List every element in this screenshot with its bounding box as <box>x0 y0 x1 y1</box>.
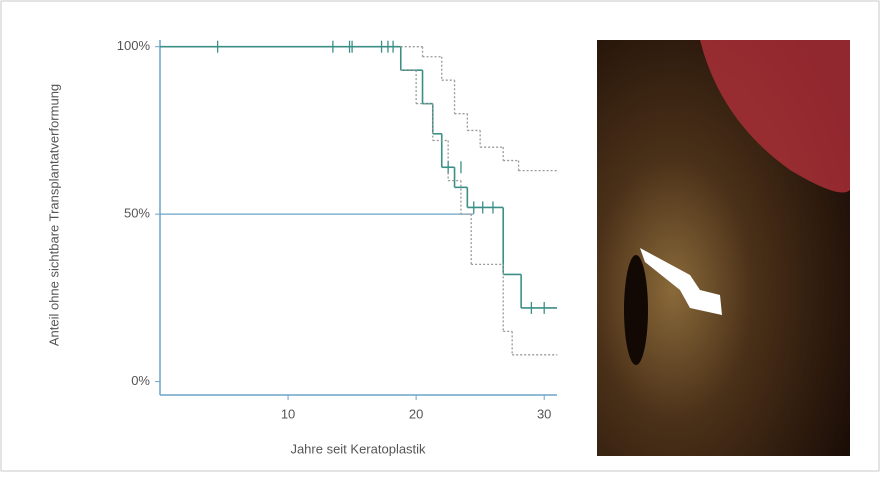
x-tick-label: 30 <box>537 406 551 421</box>
x-tick-label: 20 <box>409 406 423 421</box>
y-tick-label: 0% <box>131 373 150 388</box>
y-tick-label: 100% <box>117 38 151 53</box>
figure: Anteil ohne sichtbare Transplantatverfor… <box>0 0 880 472</box>
y-axis-label: Anteil ohne sichtbare Transplantatverfor… <box>46 84 61 346</box>
x-axis-label: Jahre seit Keratoplastik <box>290 441 426 456</box>
x-tick-label: 10 <box>281 406 295 421</box>
y-tick-label: 50% <box>124 206 150 221</box>
eye-photo <box>597 40 850 456</box>
